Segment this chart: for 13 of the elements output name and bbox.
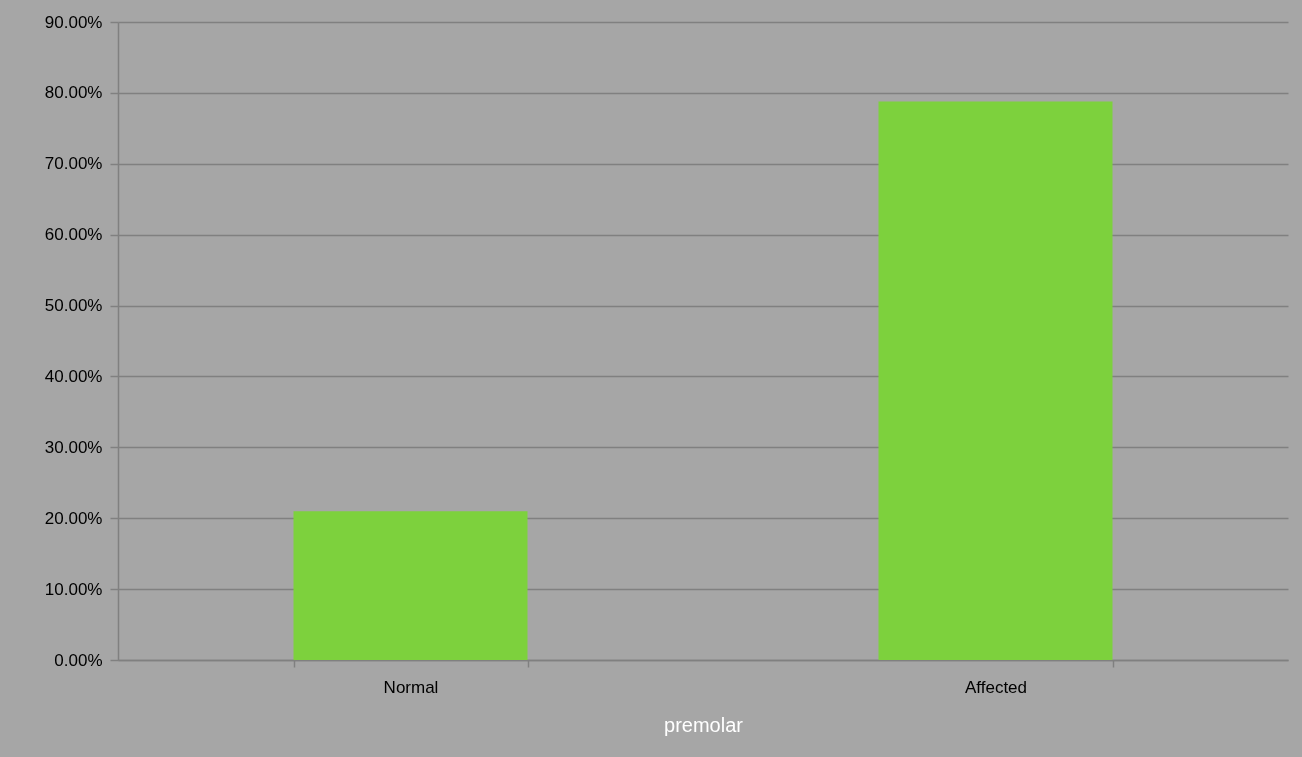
y-tick-label: 50.00%	[44, 296, 103, 316]
x-axis-title: premolar	[664, 713, 744, 736]
y-tick-label: 60.00%	[44, 225, 103, 245]
x-tick-label: Normal	[383, 677, 439, 697]
y-tick-label: 10.00%	[44, 579, 103, 599]
y-tick-label: 70.00%	[44, 154, 103, 174]
y-tick-label: 90.00%	[44, 12, 103, 32]
y-tick-label: 40.00%	[44, 366, 103, 386]
y-tick-label: 0.00%	[54, 650, 103, 670]
x-tick-label: Affected	[964, 677, 1028, 697]
y-tick-label: 30.00%	[44, 437, 103, 457]
y-tick-label: 80.00%	[44, 83, 103, 103]
y-tick-label: 20.00%	[44, 508, 103, 528]
